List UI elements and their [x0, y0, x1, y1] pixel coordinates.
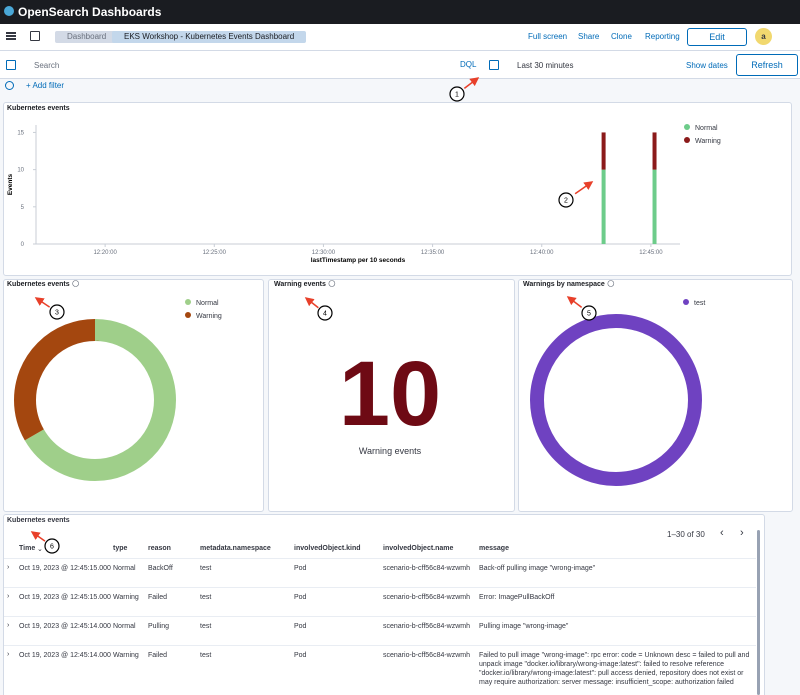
- annotation-number: 2: [564, 198, 568, 205]
- annotation-number: 5: [587, 311, 591, 318]
- annotation-number: 4: [323, 311, 327, 318]
- annotation-number: 3: [55, 310, 59, 317]
- annotation-number: 6: [50, 544, 54, 551]
- annotation-arrow: [306, 298, 318, 308]
- annotation-arrow: [464, 78, 478, 88]
- annotation-arrow: [568, 297, 582, 307]
- annotation-arrow: [575, 182, 592, 194]
- annotation-arrow: [32, 532, 45, 541]
- annotation-arrow: [36, 298, 50, 307]
- annotation-number: 1: [455, 92, 459, 99]
